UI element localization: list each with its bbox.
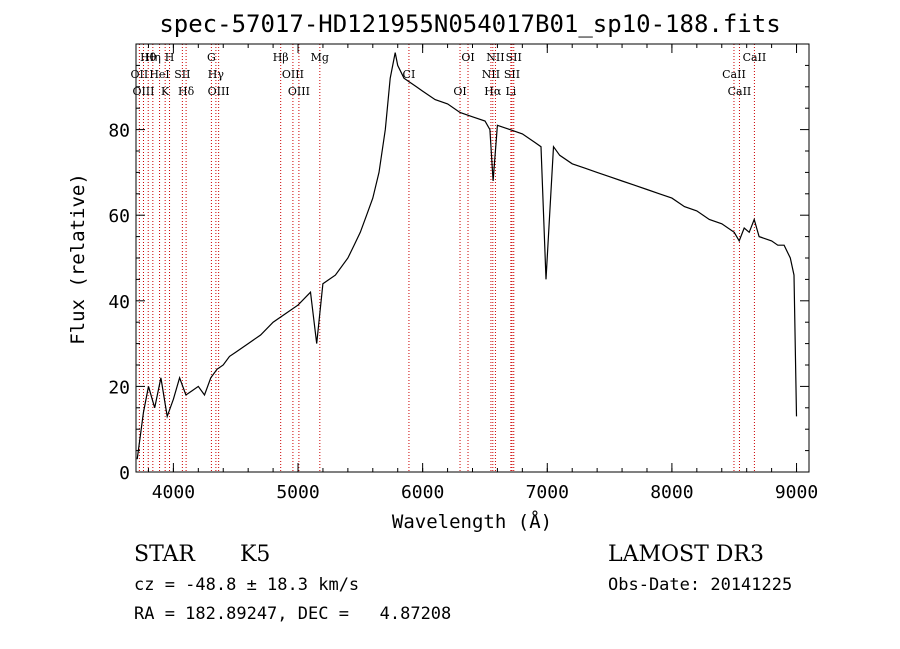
x-tick-label: 9000 [775, 482, 818, 503]
line-label: H [165, 51, 175, 64]
y-tick-label: 20 [108, 377, 130, 398]
line-label: CI [403, 68, 416, 81]
line-label: OI [461, 51, 474, 64]
line-label: Mg [311, 51, 329, 64]
x-tick-label: 4000 [152, 482, 195, 503]
x-axis: 4000 5000 6000 7000 8000 9000 [147, 44, 818, 503]
y-axis: 0 20 40 60 80 [108, 64, 809, 484]
y-tick-label: 0 [119, 463, 130, 484]
line-label: NII [486, 51, 504, 64]
line-label: Hβ [273, 51, 289, 64]
line-label: Hθ [140, 51, 157, 64]
y-tick-label: 60 [108, 206, 130, 227]
line-label: CaII [743, 51, 767, 64]
line-label: OIII [132, 85, 154, 98]
x-tick-label: 6000 [401, 482, 444, 503]
line-label: OII [131, 68, 149, 81]
line-label: CaII [722, 68, 746, 81]
y-tick-label: 40 [108, 292, 130, 313]
x-tick-label: 5000 [276, 482, 319, 503]
line-label: Hγ [208, 68, 225, 81]
line-label: Hα [484, 85, 502, 98]
line-label: HeI [149, 68, 169, 81]
line-label: CaII [728, 85, 752, 98]
line-label: OIII [282, 68, 304, 81]
plot-frame [135, 43, 810, 473]
line-label: SII [506, 51, 522, 64]
object-class: STAR [134, 542, 196, 567]
redshift-text: cz = -48.8 ± 18.3 km/s [134, 575, 359, 595]
line-label: NII [482, 68, 500, 81]
line-label: OIII [288, 85, 310, 98]
spectrum-line [136, 52, 798, 460]
line-label: OI [453, 85, 466, 98]
x-tick-label: 7000 [526, 482, 569, 503]
line-label: K [161, 85, 170, 98]
y-axis-label: Flux (relative) [67, 173, 89, 345]
line-label: Hδ [178, 85, 195, 98]
obs-date: Obs-Date: 20141225 [608, 575, 792, 595]
line-markers [138, 44, 755, 472]
line-label: Li [505, 85, 516, 98]
x-axis-label: Wavelength (Å) [392, 510, 552, 533]
subclass: K5 [240, 542, 270, 567]
line-label: SII [174, 68, 190, 81]
survey-name: LAMOST DR3 [608, 542, 764, 567]
line-label: Hη [145, 51, 161, 64]
line-label: OIII [208, 85, 230, 98]
chart-title: spec-57017-HD121955N054017B01_sp10-188.f… [159, 10, 780, 38]
coordinates: RA = 182.89247, DEC = 4.87208 [134, 604, 451, 624]
y-tick-label: 80 [108, 121, 130, 142]
line-label: SII [504, 68, 520, 81]
x-tick-label: 8000 [650, 482, 693, 503]
line-labels: Hθ OII OIII Hη HeI K H SII Hδ G Hγ OIII Hβ OIII OIII Mg… [131, 51, 767, 98]
line-label: G [207, 51, 216, 64]
